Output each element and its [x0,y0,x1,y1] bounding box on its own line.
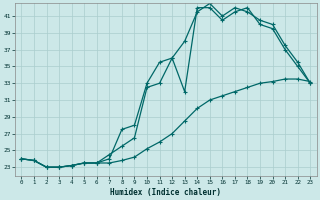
X-axis label: Humidex (Indice chaleur): Humidex (Indice chaleur) [110,188,221,197]
